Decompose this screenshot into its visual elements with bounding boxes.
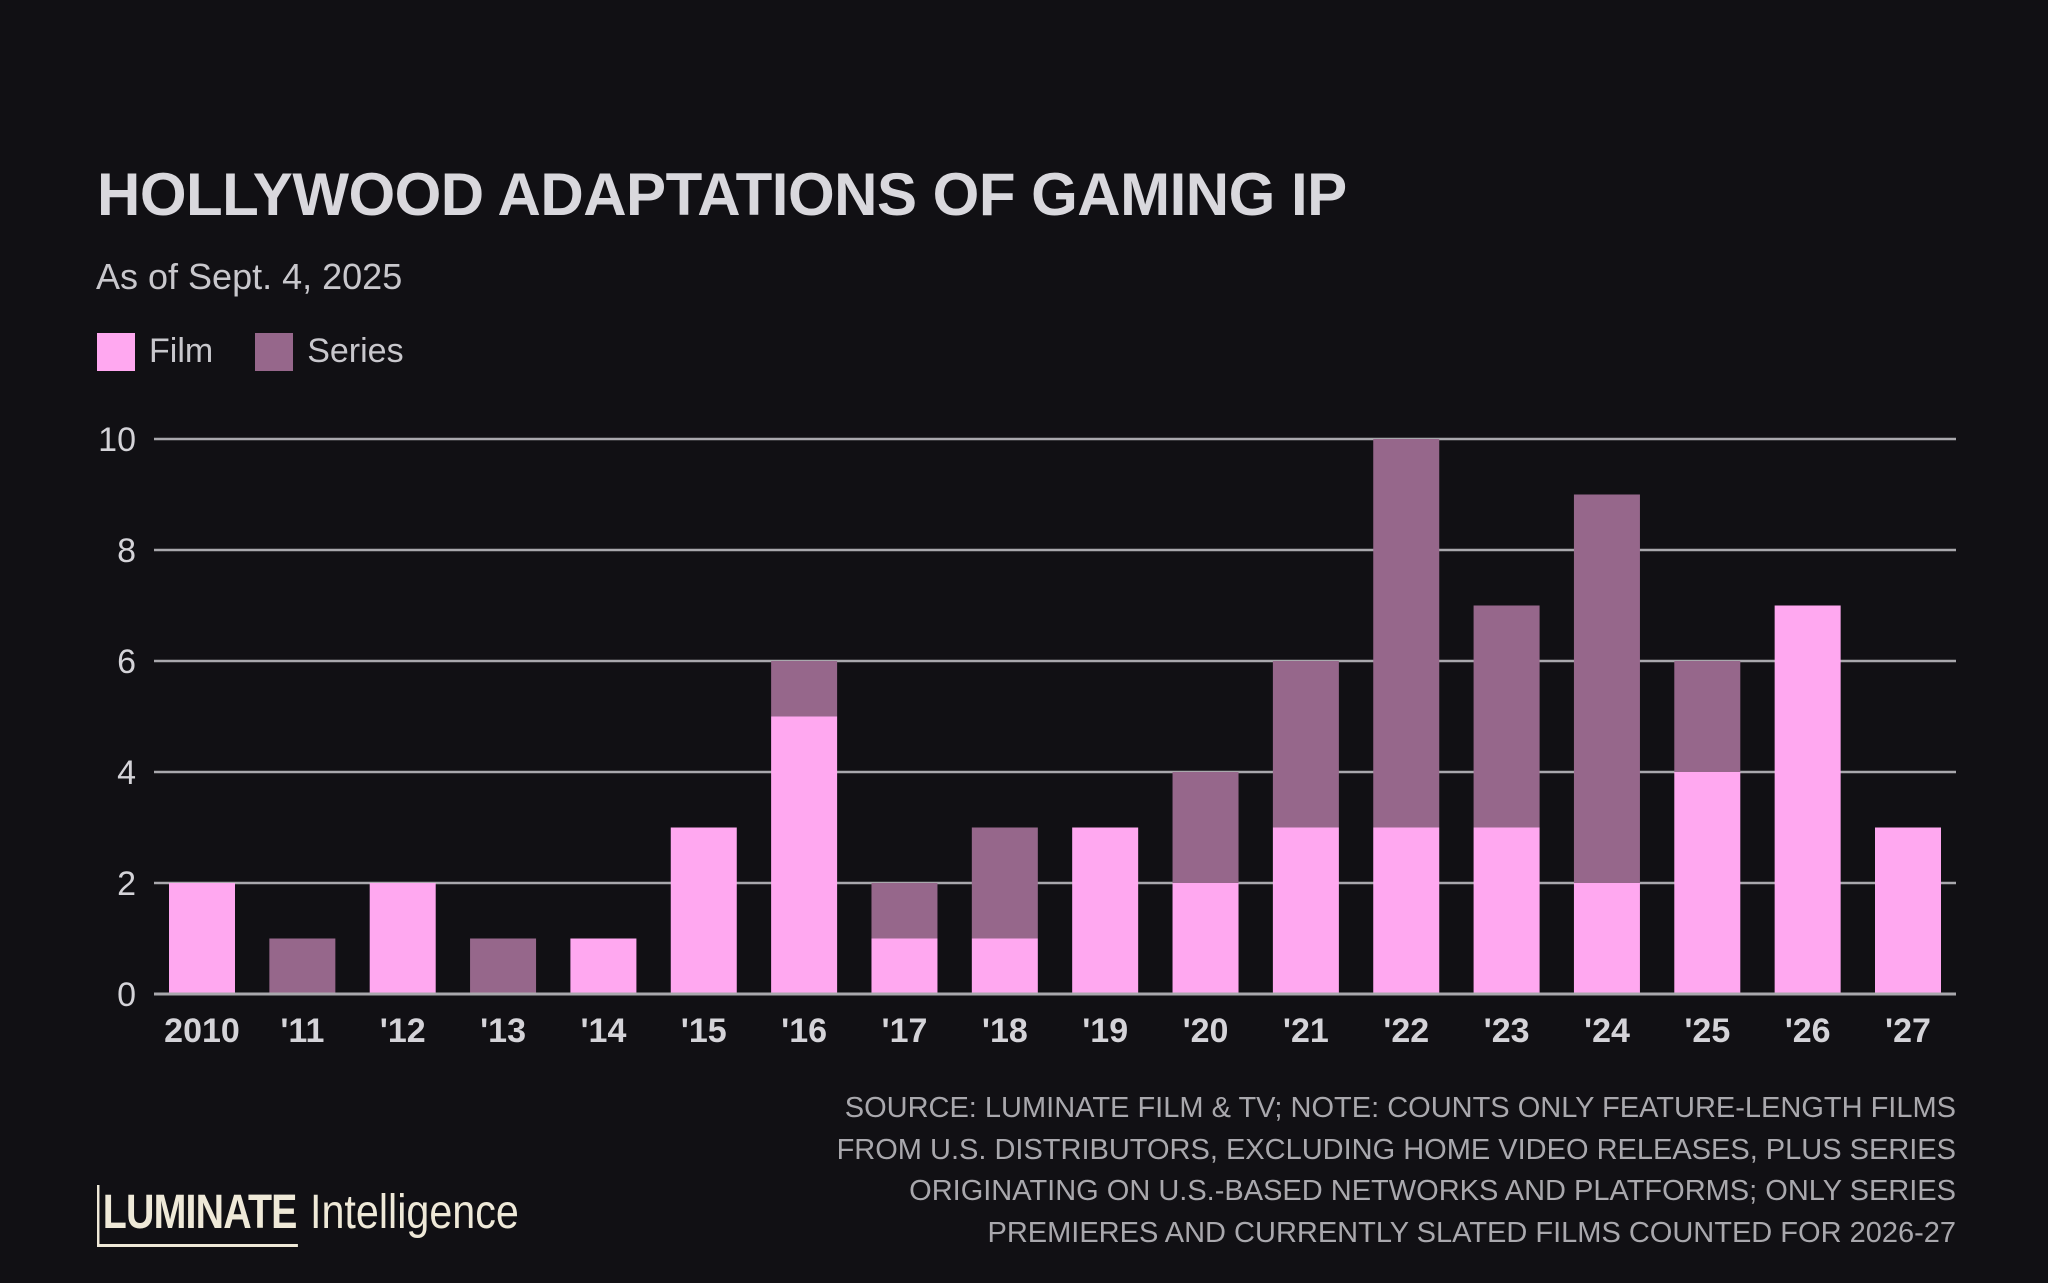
- bar-film: [1272, 827, 1339, 994]
- bar-series: [1473, 605, 1540, 828]
- bar-film: [1373, 827, 1440, 994]
- x-tick-label: '16: [781, 1012, 827, 1050]
- x-tick-label: 2010: [164, 1012, 240, 1050]
- x-tick-label: '17: [882, 1012, 928, 1050]
- bar-series: [1573, 494, 1640, 883]
- bars: [169, 439, 1941, 994]
- y-tick-label: 10: [98, 421, 136, 459]
- bar-series: [269, 938, 336, 994]
- x-tick-label: '12: [380, 1012, 426, 1050]
- bar-film: [1473, 827, 1540, 994]
- bar-series: [1674, 661, 1741, 772]
- source-note-line: PREMIERES AND CURRENTLY SLATED FILMS COU…: [987, 1216, 1957, 1249]
- bar-film: [1573, 883, 1640, 994]
- bar-film: [670, 827, 737, 994]
- source-note-line: SOURCE: LUMINATE FILM & TV; NOTE: COUNTS…: [844, 1092, 1956, 1124]
- x-tick-label: '20: [1183, 1012, 1229, 1050]
- y-tick-label: 4: [117, 754, 136, 792]
- bar-film: [1774, 605, 1841, 994]
- chart-title: HOLLYWOOD ADAPTATIONS OF GAMING IP: [97, 161, 1347, 228]
- x-tick-label: '24: [1584, 1012, 1630, 1050]
- x-tick-label: '21: [1283, 1012, 1329, 1050]
- bar-film: [771, 716, 838, 994]
- bar-series: [470, 938, 537, 994]
- x-tick-label: '15: [681, 1012, 727, 1050]
- x-tick-label: '25: [1684, 1012, 1730, 1050]
- bar-film: [1875, 827, 1941, 994]
- legend-label-series: Series: [307, 332, 404, 370]
- y-tick-label: 0: [117, 976, 136, 1014]
- luminate-logo: LUMINATE Intelligence: [97, 1185, 553, 1247]
- bar-series: [971, 827, 1038, 939]
- logo-brand: LUMINATE: [97, 1185, 299, 1247]
- bar-series: [1373, 439, 1440, 828]
- bar-series: [1172, 772, 1239, 883]
- source-note: SOURCE: LUMINATE FILM & TV; NOTE: COUNTS…: [656, 1088, 1956, 1254]
- bar-series: [1272, 661, 1339, 828]
- legend-label-film: Film: [149, 332, 214, 370]
- x-tick-label: '18: [982, 1012, 1028, 1050]
- logo-product: Intelligence: [310, 1186, 520, 1239]
- legend-swatch-film: [97, 332, 135, 371]
- y-tick-label: 2: [117, 865, 136, 903]
- x-tick-label: '13: [480, 1012, 526, 1050]
- x-tick-label: '26: [1785, 1012, 1831, 1050]
- y-tick-label: 8: [117, 532, 136, 570]
- legend-item-series: Series: [255, 332, 404, 371]
- bar-film: [570, 938, 637, 994]
- bar-film: [369, 883, 436, 994]
- x-tick-label: '22: [1383, 1012, 1429, 1050]
- bar-film: [971, 938, 1038, 994]
- source-note-line: FROM U.S. DISTRIBUTORS, EXCLUDING HOME V…: [836, 1133, 1956, 1166]
- legend-swatch-series: [255, 332, 294, 371]
- y-axis-ticks: 0 2 4 6 8 10: [98, 421, 136, 1014]
- chart-subtitle: As of Sept. 4, 2025: [96, 256, 403, 297]
- x-tick-label: '23: [1484, 1012, 1530, 1050]
- bar-series: [771, 661, 838, 717]
- y-tick-label: 6: [117, 643, 136, 681]
- x-tick-label: '14: [580, 1012, 626, 1050]
- bar-film: [871, 938, 938, 994]
- bar-film: [1674, 772, 1741, 994]
- x-tick-label: '27: [1885, 1012, 1931, 1050]
- x-axis-ticks: 2010 '11 '12 '13 '14 '15 '16 '17 '18 '19 '20 '21 '22…: [164, 1012, 1931, 1050]
- bar-film: [169, 883, 235, 994]
- legend: Film Series: [97, 332, 446, 371]
- legend-item-film: Film: [97, 332, 213, 371]
- x-tick-label: '11: [280, 1012, 324, 1050]
- source-note-line: ORIGINATING ON U.S.-BASED NETWORKS AND P…: [909, 1175, 1956, 1207]
- bar-series: [871, 883, 938, 939]
- x-tick-label: '19: [1082, 1012, 1128, 1050]
- bar-film: [1172, 883, 1239, 994]
- bar-film: [1072, 827, 1139, 994]
